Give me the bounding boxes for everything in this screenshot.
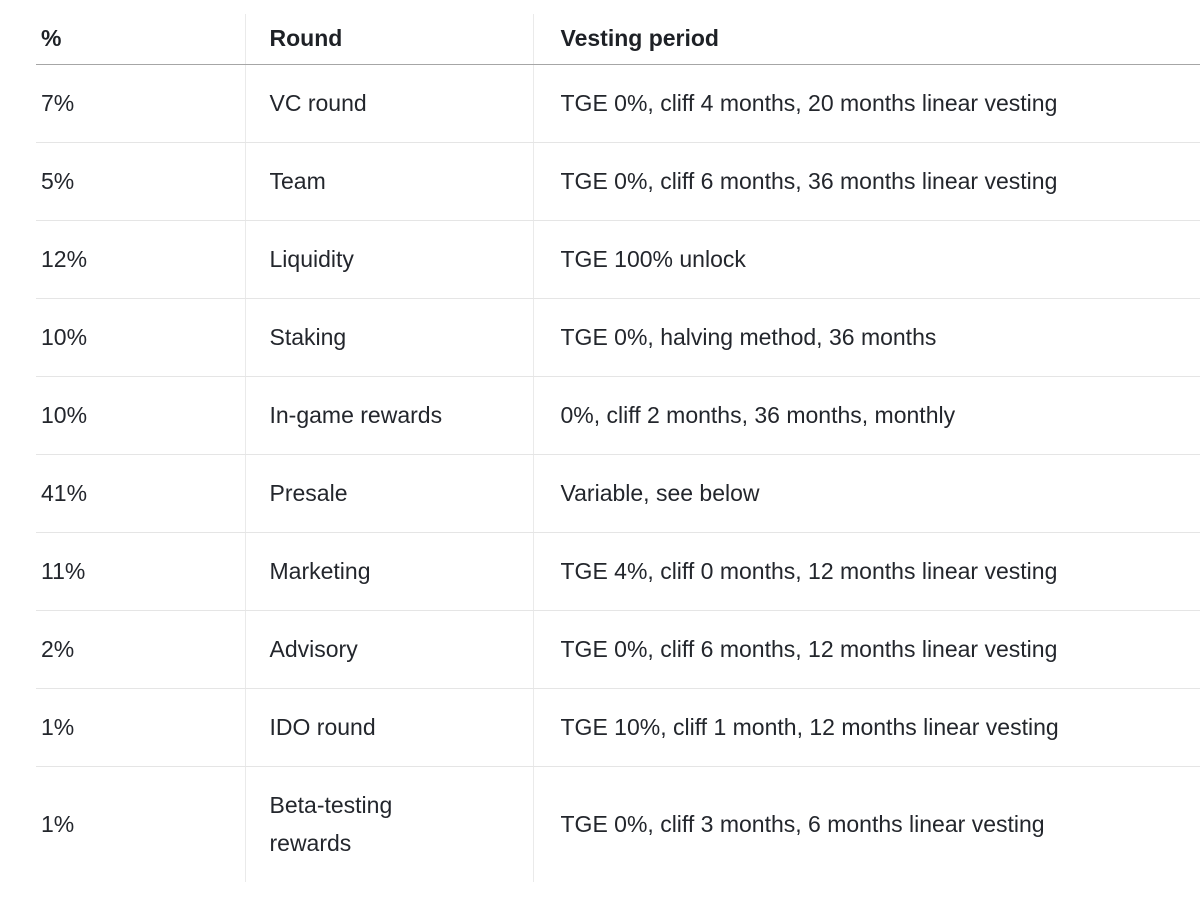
header-row: % Round Vesting period: [36, 14, 1200, 65]
cell-vesting: TGE 100% unlock: [533, 220, 1200, 299]
cell-round: VC round: [245, 64, 534, 143]
cell-percent: 1%: [36, 766, 246, 882]
cell-round: IDO round: [245, 688, 534, 767]
table-row: 7% VC round TGE 0%, cliff 4 months, 20 mon…: [36, 64, 1200, 143]
column-header-vesting-period: Vesting period: [533, 14, 1200, 65]
cell-percent: 11%: [36, 532, 246, 611]
cell-percent: 10%: [36, 298, 246, 377]
cell-vesting: TGE 4%, cliff 0 months, 12 months linear…: [533, 532, 1200, 611]
cell-percent: 41%: [36, 454, 246, 533]
cell-percent: 1%: [36, 688, 246, 767]
cell-vesting: Variable, see below: [533, 454, 1200, 533]
cell-round: Presale: [245, 454, 534, 533]
table-row: 2% Advisory TGE 0%, cliff 6 months, 12 mon…: [36, 610, 1200, 689]
cell-percent: 7%: [36, 64, 246, 143]
cell-vesting: TGE 0%, cliff 4 months, 20 months linear…: [533, 64, 1200, 143]
table-row: 11% Marketing TGE 4%, cliff 0 months, 12 m…: [36, 532, 1200, 611]
table-header: % Round Vesting period: [36, 14, 1200, 65]
cell-round: Team: [245, 142, 534, 221]
cell-vesting: TGE 10%, cliff 1 month, 12 months linear…: [533, 688, 1200, 767]
cell-percent: 5%: [36, 142, 246, 221]
cell-round: Liquidity: [245, 220, 534, 299]
table-row: 10% In-game rewards 0%, cliff 2 months, 36…: [36, 376, 1200, 455]
cell-round: Marketing: [245, 532, 534, 611]
cell-round: Staking: [245, 298, 534, 377]
table-body: 7% VC round TGE 0%, cliff 4 months, 20 mon…: [36, 64, 1200, 882]
cell-percent: 12%: [36, 220, 246, 299]
table-container: % Round Vesting period 7% VC round TGE 0%,…: [36, 14, 1200, 882]
cell-round: Advisory: [245, 610, 534, 689]
table-row: 1% IDO round TGE 10%, cliff 1 month, 12 mo…: [36, 688, 1200, 767]
cell-vesting: TGE 0%, cliff 6 months, 12 months linear…: [533, 610, 1200, 689]
table-row: 5% Team TGE 0%, cliff 6 months, 36 months …: [36, 142, 1200, 221]
table-row: 10% Staking TGE 0%, halving method, 36 mon…: [36, 298, 1200, 377]
cell-vesting: 0%, cliff 2 months, 36 months, monthly: [533, 376, 1200, 455]
table-row: 1% Beta-testing rewards TGE 0%, cliff 3 mo…: [36, 766, 1200, 882]
cell-percent: 10%: [36, 376, 246, 455]
cell-vesting: TGE 0%, cliff 3 months, 6 months linear …: [560, 810, 1045, 837]
cell-percent: 2%: [36, 610, 246, 689]
column-header-percent: %: [36, 14, 246, 65]
cell-round: In-game rewards: [245, 376, 534, 455]
column-header-round: Round: [245, 14, 534, 65]
cell-vesting: TGE 0%, halving method, 36 months: [533, 298, 1200, 377]
cell-vesting: TGE 0%, cliff 6 months, 36 months linear…: [533, 142, 1200, 221]
cell-round: Beta-testing rewards: [245, 766, 534, 882]
table-row: 41% Presale Variable, see below: [36, 454, 1200, 533]
table-row: 12% Liquidity TGE 100% unlock: [36, 220, 1200, 299]
token-allocation-table: % Round Vesting period 7% VC round TGE 0%,…: [36, 14, 1200, 882]
